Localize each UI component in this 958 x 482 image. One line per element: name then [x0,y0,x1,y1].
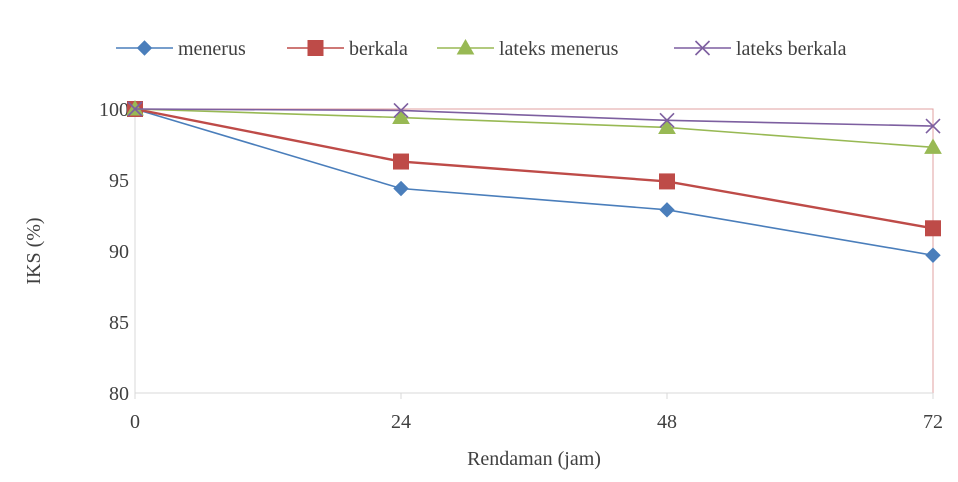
legend-marker-lateks-berkala [694,40,711,56]
data-point-lateks-menerus-24 [392,108,410,125]
series-line-berkala [134,107,934,230]
series-menerus [127,101,941,263]
series-line-menerus [134,108,934,257]
data-point-menerus-48 [659,202,675,218]
x-tick-label-24: 24 [391,411,411,433]
y-tick-label-100: 100 [99,99,129,121]
series-lateks-berkala [127,101,941,134]
legend-marker-lateks-menerus [456,38,475,55]
y-tick-label-85: 85 [109,312,129,334]
y-tick-label-95: 95 [109,170,129,192]
data-point-berkala-24 [393,153,409,170]
data-point-lateks-menerus-72 [924,138,942,154]
data-point-menerus-24 [393,180,409,197]
y-tick-label-80: 80 [109,383,129,405]
y-axis-title: IKS (%) [23,217,45,284]
data-point-lateks-berkala-24 [393,102,409,118]
legend-label-menerus: menerus [178,38,246,60]
x-tick-label-72: 72 [923,411,943,433]
series-berkala [127,101,941,237]
x-axis-title: Rendaman (jam) [467,448,601,470]
legend-item-berkala: berkala [287,38,408,60]
legend-label-lateks-menerus: lateks menerus [499,38,619,60]
legend: menerus berkala lateks menerus lateks berka… [116,38,847,60]
line-chart-svg: 0 24 48 72 80 85 90 95 100 Rendaman (jam) IKS (%) m… [23,38,943,470]
plot-area-border [134,108,934,394]
data-point-menerus-72 [925,247,941,263]
legend-item-menerus: menerus [116,38,246,60]
legend-item-lateks-berkala: lateks berkala [674,38,847,60]
data-point-berkala-48 [659,173,675,190]
x-tick-label-48: 48 [657,411,677,433]
data-point-lateks-menerus-48 [658,118,676,134]
legend-label-berkala: berkala [349,38,408,60]
legend-item-lateks-menerus: lateks menerus [437,38,619,60]
data-point-lateks-berkala-0 [127,101,143,117]
y-tick-label-90: 90 [109,241,129,263]
chart-frame: 0 24 48 72 80 85 90 95 100 Rendaman (jam) IKS (%) m… [10,8,950,480]
data-point-berkala-72 [925,220,941,237]
legend-marker-berkala [307,40,324,56]
series-line-lateks-menerus [134,108,934,149]
x-tick-label-0: 0 [130,411,140,433]
data-point-lateks-berkala-48 [659,112,675,128]
legend-label-lateks-berkala: lateks berkala [736,38,847,60]
series-line-lateks-berkala [134,108,934,127]
legend-marker-menerus [136,40,153,56]
data-point-lateks-berkala-72 [925,118,941,134]
